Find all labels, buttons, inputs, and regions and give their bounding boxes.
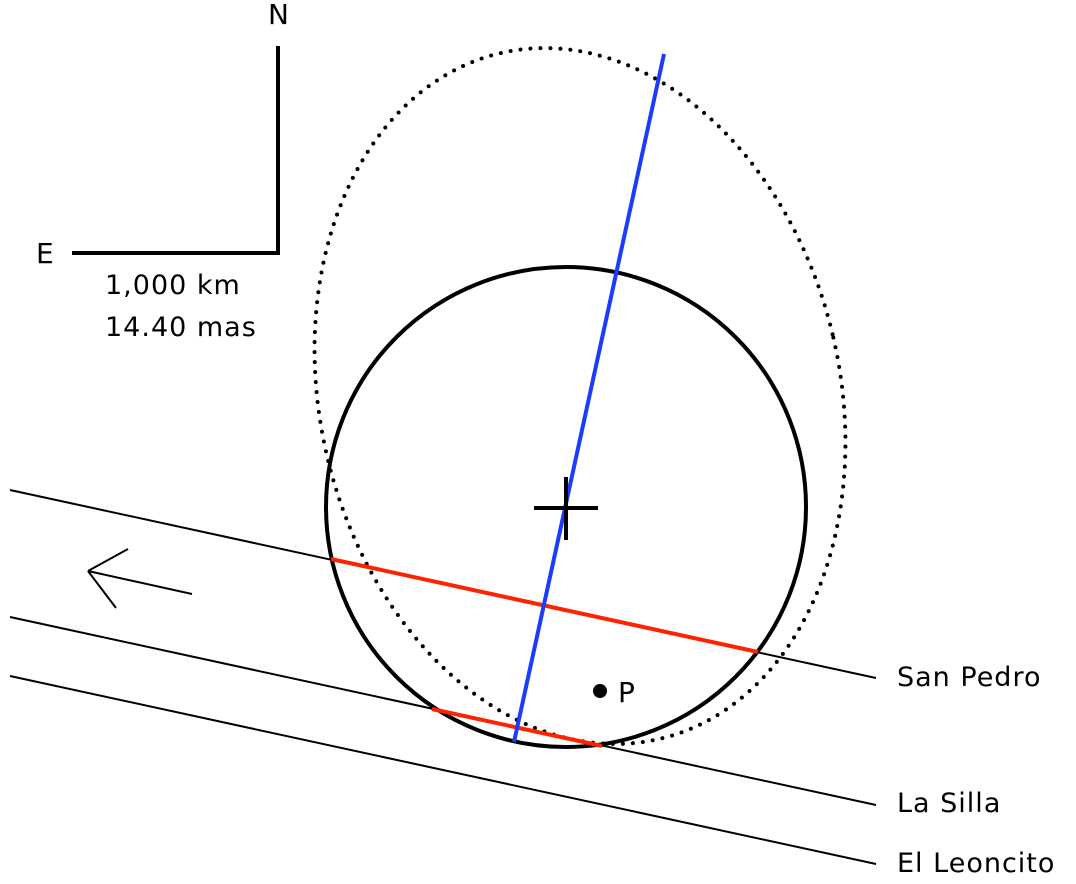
east-label: E [36,237,54,270]
dotted-ellipse-outline [312,46,848,746]
north-label: N [268,0,289,31]
scale-distance-label: 1,000 km [105,270,241,301]
station-label-la-silla: La Silla [897,788,1001,819]
track-line-el-leoncito [9,675,877,865]
compass: N E [36,0,289,270]
blue-axis-line [512,53,666,743]
arrow-left-icon [87,548,193,609]
station-label-san-pedro: San Pedro [897,662,1041,693]
solid-circle-outline [324,265,808,749]
scale-angular-label: 14.40 mas [105,312,257,343]
point-p-marker [593,684,607,698]
point-p-label: P [618,676,635,709]
plus-cross-icon [534,477,598,540]
station-label-el-leoncito: El Leoncito [897,848,1055,879]
